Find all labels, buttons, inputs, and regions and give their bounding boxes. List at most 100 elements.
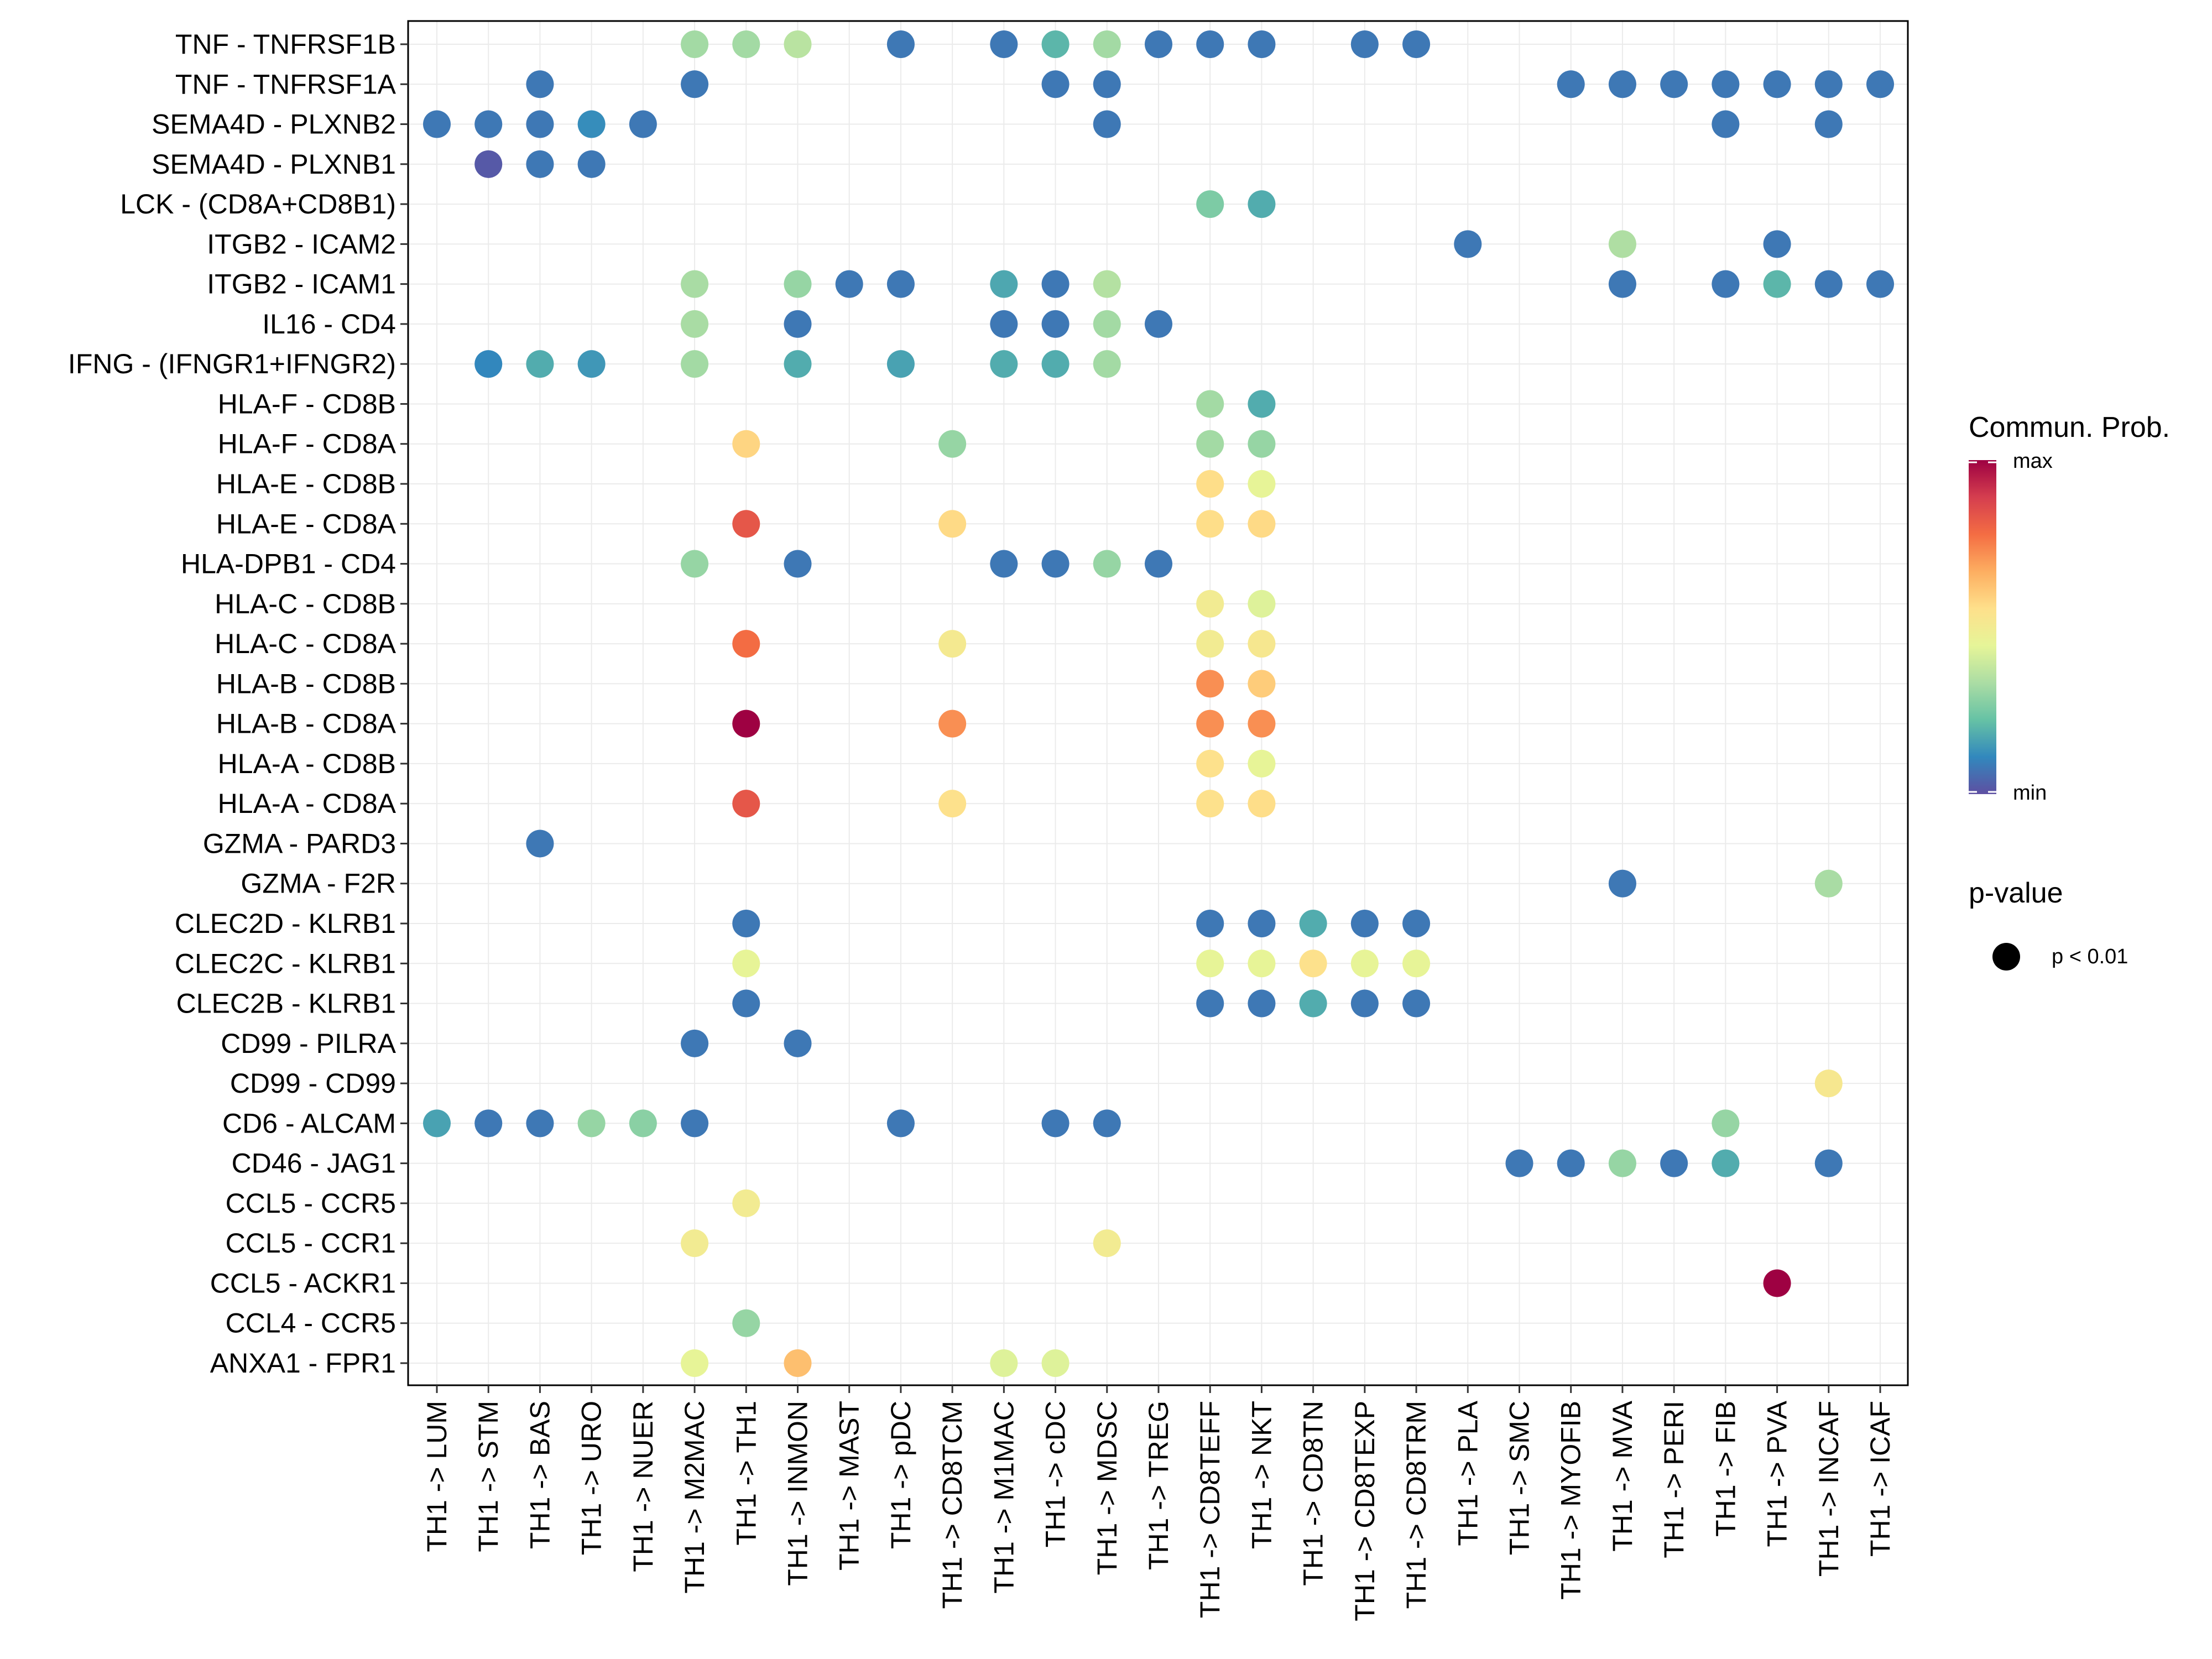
data-point [1248, 589, 1276, 618]
data-point [577, 1109, 606, 1138]
y-tick-label: SEMA4D - PLXNB1 [152, 149, 396, 180]
data-point [732, 709, 760, 738]
x-tick-label: TH1 -> M1MAC [988, 1401, 1019, 1594]
x-tick-label: TH1 -> MYOFIB [1556, 1401, 1587, 1600]
data-point [1248, 470, 1276, 498]
data-point [1196, 749, 1224, 778]
data-point [1814, 869, 1843, 898]
data-point [938, 709, 967, 738]
data-point [938, 790, 967, 818]
x-tick-label: TH1 -> CD8TEFF [1194, 1401, 1225, 1618]
data-point [886, 1109, 915, 1138]
y-tick-label: HLA-F - CD8B [218, 388, 396, 419]
data-point [681, 350, 709, 378]
data-point [1248, 910, 1276, 937]
data-point [784, 350, 812, 378]
x-tick-label: TH1 -> PERI [1658, 1401, 1689, 1558]
y-tick-label: IL16 - CD4 [262, 309, 396, 340]
y-tick-label: CD46 - JAG1 [232, 1148, 396, 1179]
data-point [784, 1349, 812, 1377]
data-point [1041, 30, 1070, 58]
data-point [577, 150, 606, 178]
data-point [474, 1109, 503, 1138]
data-point [1660, 70, 1688, 98]
data-point [1712, 270, 1740, 298]
data-point [423, 1109, 451, 1138]
data-point [1196, 709, 1224, 738]
data-point [423, 110, 451, 138]
data-point [681, 550, 709, 578]
data-point [1814, 110, 1843, 138]
data-point [1299, 910, 1327, 937]
x-tick-label: TH1 -> TREG [1143, 1401, 1174, 1570]
data-point [1196, 510, 1224, 538]
data-point [629, 110, 657, 138]
data-point [1041, 270, 1070, 298]
y-tick-label: CLEC2C - KLRB1 [175, 948, 396, 979]
data-point [1866, 70, 1894, 98]
data-point [1093, 1229, 1121, 1258]
y-tick-label: CCL4 - CCR5 [226, 1308, 396, 1339]
data-point [1557, 1149, 1585, 1177]
y-axis: TNF - TNFRSF1B TNF - TNFRSF1A SEMA4D - PLX… [68, 29, 408, 1379]
data-point [681, 1229, 709, 1258]
data-point [681, 1109, 709, 1138]
legend: Commun. Prob. max min p-value p < 0.01 [1969, 411, 2170, 971]
data-point [1196, 589, 1224, 618]
data-point [1196, 910, 1224, 937]
data-point [732, 1189, 760, 1217]
y-tick-label: TNF - TNFRSF1A [175, 69, 397, 100]
data-point [1093, 110, 1121, 138]
size-legend-label: p < 0.01 [2052, 945, 2128, 968]
data-point [886, 350, 915, 378]
data-point [990, 1349, 1018, 1377]
data-point [1608, 70, 1636, 98]
data-point [1402, 989, 1431, 1018]
data-point [1248, 790, 1276, 818]
data-point [1041, 70, 1070, 98]
data-point [1145, 550, 1172, 578]
x-tick-label: TH1 -> cDC [1040, 1401, 1071, 1547]
data-point [1299, 950, 1327, 978]
data-point [1350, 910, 1379, 937]
x-tick-label: TH1 -> NUER [628, 1401, 659, 1572]
x-tick-label: TH1 -> MAST [834, 1401, 865, 1571]
data-point [1093, 30, 1121, 58]
data-point [990, 270, 1018, 298]
y-tick-label: IFNG - (IFNGR1+IFNGR2) [68, 348, 396, 379]
y-tick-label: CD99 - PILRA [221, 1028, 396, 1059]
data-point [681, 310, 709, 338]
y-tick-label: CCL5 - CCR5 [226, 1188, 396, 1219]
data-point [1093, 1109, 1121, 1138]
data-point [1196, 430, 1224, 458]
data-point [1196, 390, 1224, 418]
data-point [1093, 70, 1121, 98]
y-tick-label: GZMA - PARD3 [203, 828, 396, 859]
data-point [577, 110, 606, 138]
y-tick-label: CD99 - CD99 [230, 1068, 396, 1099]
data-point [474, 110, 503, 138]
data-point [1350, 989, 1379, 1018]
data-point [1196, 30, 1224, 58]
data-point [1248, 430, 1276, 458]
data-point [526, 1109, 554, 1138]
data-point [1248, 30, 1276, 58]
data-point [990, 310, 1018, 338]
data-point [732, 989, 760, 1018]
data-point [681, 270, 709, 298]
color-bar [1969, 460, 1996, 794]
data-point [1145, 310, 1172, 338]
y-tick-label: CCL5 - ACKR1 [210, 1267, 396, 1298]
y-tick-label: HLA-B - CD8A [216, 708, 397, 739]
data-point [732, 630, 760, 658]
data-point [1196, 190, 1224, 218]
data-point [474, 150, 503, 178]
data-point [1660, 1149, 1688, 1177]
data-point [1299, 989, 1327, 1018]
data-point [1866, 270, 1894, 298]
data-point [1763, 270, 1791, 298]
data-point [526, 350, 554, 378]
y-tick-label: ITGB2 - ICAM2 [207, 228, 396, 259]
data-point [1041, 1109, 1070, 1138]
data-point [938, 510, 967, 538]
